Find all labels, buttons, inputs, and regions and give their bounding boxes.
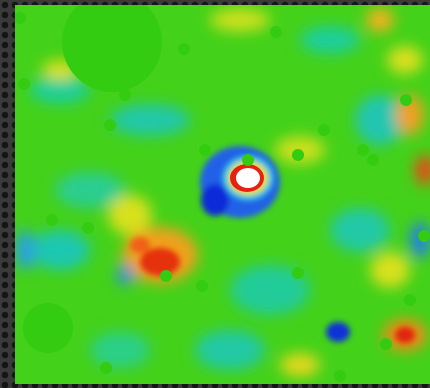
frame-bottom <box>15 384 430 388</box>
frame-top <box>15 0 430 5</box>
marker <box>119 89 131 101</box>
marker <box>46 214 58 226</box>
marker <box>418 230 430 242</box>
marker <box>270 26 282 38</box>
marker-large <box>23 303 73 353</box>
marker <box>400 94 412 106</box>
page: (() => { const data = JSON.parse(documen… <box>0 0 430 388</box>
marker <box>292 149 304 161</box>
marker <box>292 267 304 279</box>
marker <box>160 270 172 282</box>
marker <box>100 362 112 374</box>
marker <box>334 370 346 382</box>
peak-center <box>236 168 260 188</box>
marker <box>14 12 26 24</box>
marker <box>367 154 379 166</box>
marker <box>196 280 208 292</box>
marker <box>178 43 190 55</box>
heat-field <box>14 0 430 384</box>
marker <box>380 338 392 350</box>
heatmap-view <box>0 0 430 388</box>
marker <box>199 144 211 156</box>
marker <box>357 144 369 156</box>
marker <box>82 222 94 234</box>
marker <box>104 119 116 131</box>
marker <box>404 294 416 306</box>
marker <box>318 124 330 136</box>
marker <box>18 78 30 90</box>
marker <box>242 154 254 166</box>
